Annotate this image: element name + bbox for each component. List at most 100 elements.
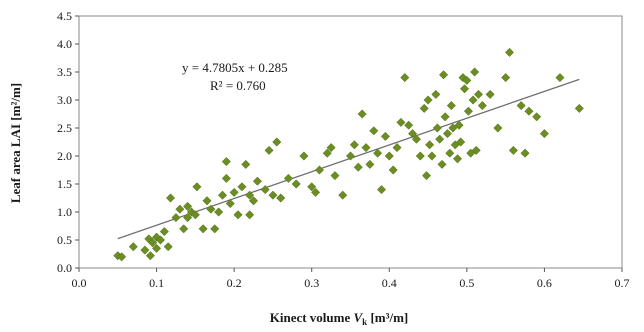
data-point [225,199,235,209]
data-point [437,159,447,169]
data-point [508,145,518,155]
data-point [322,148,332,158]
data-point [217,190,228,200]
data-point [338,190,348,200]
data-point [419,103,429,113]
data-point [501,73,511,83]
data-point [555,73,565,83]
data-point [384,151,394,161]
data-point [445,148,455,158]
data-point [171,213,181,223]
data-point [462,75,472,85]
data-point [175,204,185,214]
data-point [408,129,418,139]
data-point [456,137,466,147]
plot-area-border [78,15,623,269]
data-point [260,185,270,195]
data-point [229,187,239,197]
data-point [411,134,421,144]
data-point [148,238,158,248]
data-point [291,179,301,189]
data-point [365,159,375,169]
data-point [233,210,243,220]
data-point [165,193,176,203]
data-point [307,182,317,192]
x-tick-label: 0.6 [537,276,552,290]
data-point [435,134,445,144]
data-point [452,154,463,164]
data-point [380,131,390,141]
y-tick-label: 2.5 [57,121,72,135]
data-point [415,151,425,161]
y-axis-title: Leaf area LAI [m²/m] [8,83,23,203]
data-point [373,148,383,158]
y-tick-label: 3.5 [57,65,72,79]
data-point [361,143,371,153]
data-point [221,173,231,183]
y-tick-label: 1.5 [57,177,72,191]
x-tick-label: 0.4 [382,276,397,290]
data-point [159,227,169,237]
x-tick-label: 0.1 [149,276,164,290]
y-tick-label: 0.0 [57,261,72,275]
data-point [485,89,495,99]
data-point [268,190,278,200]
data-point [152,243,162,253]
data-point [471,145,481,155]
data-point [214,207,224,217]
data-point [272,137,282,147]
data-point [353,162,363,172]
data-point [376,185,387,195]
y-tick-label: 4.5 [57,9,72,23]
data-point [330,171,340,181]
data-point [252,176,262,186]
data-point [183,201,193,211]
data-point [264,145,274,155]
data-point [179,224,189,234]
data-point [299,151,309,161]
data-point [311,187,321,197]
data-point [504,47,515,57]
data-point [183,213,193,223]
x-axis-title-var: V [354,310,364,325]
data-point [574,103,584,113]
data-point [440,112,450,122]
data-point [539,129,549,139]
x-axis-title-sub: k [362,317,367,327]
data-point [245,210,255,220]
data-point [248,196,259,206]
data-point [155,235,166,245]
data-point [423,95,433,105]
data-point [421,171,432,181]
y-tick-label: 1.0 [57,205,72,219]
y-axis-title-group: Leaf area LAI [m²/m] [8,83,23,203]
data-point [432,123,442,133]
data-point [442,129,453,139]
data-point [210,224,220,234]
data-point [400,73,410,83]
x-tick-label: 0.7 [615,276,630,290]
x-tick-label: 0.5 [459,276,474,290]
data-point [314,165,325,175]
data-point [241,159,251,169]
data-point [473,89,484,99]
data-point [163,242,173,252]
data-point [396,117,406,127]
x-axis-title: Kinect volume Vk [m³/m] [270,310,409,327]
data-point [532,112,542,122]
y-tick-label: 0.5 [57,233,72,247]
x-axis-title-main: Kinect volume [270,310,354,325]
data-point [202,196,212,206]
data-point [463,106,473,116]
data-point [493,123,503,133]
data-point [427,151,437,161]
data-point [221,157,231,167]
data-point [128,242,138,252]
data-point [357,109,367,119]
data-point [145,251,155,261]
data-point [326,143,336,153]
trendline-equation: y = 4.7805x + 0.285 [182,60,288,75]
data-point [446,101,456,111]
